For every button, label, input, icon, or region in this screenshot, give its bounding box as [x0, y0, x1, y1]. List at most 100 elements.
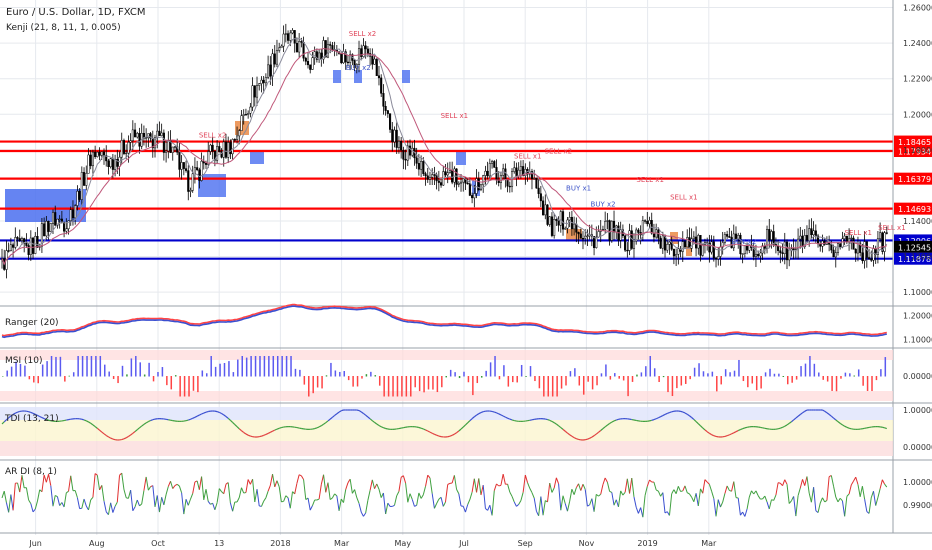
ardi-line-segment [259, 505, 262, 507]
candle-body [233, 139, 236, 141]
candle-body [386, 110, 389, 114]
ardi-line-segment [447, 482, 451, 485]
ardi-line-segment [693, 493, 697, 502]
tdi-line-segment [844, 425, 848, 428]
candle-body [564, 227, 567, 230]
ardi-line-segment [841, 500, 846, 517]
tdi-line-segment [777, 427, 781, 430]
msi-upper-band [0, 350, 893, 360]
msi-histogram-bar [104, 364, 106, 377]
candle-body [881, 232, 884, 252]
candle-body [253, 85, 256, 98]
ardi-line-segment [507, 484, 511, 493]
candle-body [717, 256, 720, 260]
ardi-line-segment [487, 505, 491, 511]
candle-body [661, 235, 664, 249]
candle-body [136, 133, 139, 138]
ardi-line-segment [870, 491, 874, 498]
msi-histogram-bar [294, 368, 297, 377]
tdi-line-segment [500, 414, 504, 417]
tdi-line-segment [341, 409, 344, 412]
candle-body [111, 158, 114, 170]
blue-signal-box [354, 70, 362, 83]
tdi-line-segment [780, 426, 783, 429]
msi-histogram-bar [441, 376, 443, 388]
tdi-line-segment [10, 413, 14, 417]
ardi-line-segment [116, 475, 121, 503]
msi-histogram-bar [396, 376, 399, 397]
ardi-line-segment [334, 493, 338, 497]
tdi-line-segment [724, 435, 728, 437]
tdi-line-segment [662, 413, 666, 417]
candle-body [269, 64, 272, 77]
tdi-line-segment [85, 420, 89, 423]
price-levels: 1.184651.179341.163791.146931.129061.125… [0, 135, 932, 265]
tdi-line-segment [192, 416, 196, 419]
ardi-line-segment [351, 489, 356, 494]
tdi-line-segment [318, 425, 322, 428]
candle-body [51, 212, 55, 224]
msi-histogram-bar [41, 364, 44, 377]
ardi-line-segment [493, 483, 497, 491]
candle-body [400, 140, 403, 151]
ardi-line-segment [289, 491, 293, 509]
candle-body [366, 48, 369, 54]
tdi-line-segment [454, 432, 457, 435]
ardi-line-segment [25, 487, 30, 501]
ardi-line-segment [573, 487, 577, 495]
msi-histogram-bar [591, 376, 594, 390]
msi-histogram-bar [476, 376, 479, 384]
candle-body [666, 244, 669, 251]
level-price-tag [894, 172, 932, 185]
msi-histogram-bar [334, 370, 337, 377]
tdi-line-segment [136, 427, 140, 431]
candle-body [768, 229, 771, 240]
tdi-line-segment [272, 429, 276, 432]
msi-histogram-bar [689, 376, 691, 380]
candle-body [624, 235, 627, 251]
candle-body [43, 223, 46, 237]
tdi-line-segment [839, 422, 843, 426]
tdi-line-segment [560, 427, 564, 430]
candle-body [222, 141, 225, 158]
tdi-line-segment [199, 413, 202, 416]
tdi-line-segment [383, 427, 386, 430]
ardi-line-segment [398, 477, 402, 492]
ardi-line-segment [482, 485, 486, 509]
msi-histogram-bar [126, 374, 128, 377]
candle-body [85, 173, 88, 186]
ardi-line-segment [629, 477, 633, 494]
candle-body [129, 140, 132, 143]
msi-histogram-bar [356, 376, 359, 387]
ardi-line-segment [697, 488, 702, 506]
tdi-line-segment [593, 433, 597, 437]
tdi-line-segment [704, 429, 708, 433]
msi-histogram-bar [321, 376, 323, 389]
candle-body [462, 178, 465, 183]
msi-histogram-bar [316, 376, 319, 388]
ardi-line-segment [511, 496, 515, 503]
candle-body [12, 244, 15, 248]
msi-histogram-bar [551, 376, 554, 397]
tdi-line-segment [219, 411, 222, 415]
ardi-line-segment [826, 476, 830, 501]
tdi-line-segment [314, 427, 318, 430]
ardi-line-segment [409, 493, 413, 500]
tdi-line-segment [837, 421, 841, 424]
msi-histogram-bar [152, 376, 155, 382]
msi-histogram-bar [751, 376, 754, 384]
candle-body [646, 220, 649, 225]
msi-histogram-bar [574, 368, 576, 377]
ardi-line-segment [473, 478, 478, 493]
tdi-line-segment [371, 420, 375, 423]
msi-histogram-bar [365, 374, 368, 377]
ardi-line-segment [764, 495, 768, 503]
tdi-line-segment [451, 433, 455, 436]
x-tick-label: Sep [518, 539, 533, 548]
candle-body [82, 172, 86, 186]
ardi-line-segment [746, 496, 750, 510]
msi-histogram-bar [729, 372, 731, 377]
candle-body [18, 238, 21, 241]
